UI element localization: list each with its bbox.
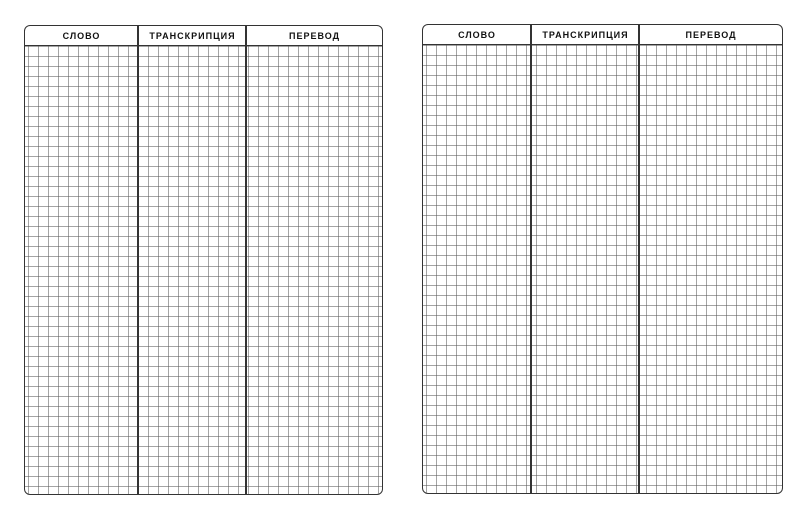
grid (423, 45, 782, 493)
column-divider (137, 26, 139, 494)
column-divider (530, 25, 532, 493)
column-divider (245, 26, 247, 494)
column-header-translation: ПЕРЕВОД (639, 25, 782, 44)
left-page: СЛОВО ТРАНСКРИПЦИЯ ПЕРЕВОД (24, 25, 383, 495)
column-header-transcription: ТРАНСКРИПЦИЯ (531, 25, 639, 44)
table-header: СЛОВО ТРАНСКРИПЦИЯ ПЕРЕВОД (25, 26, 382, 46)
column-header-word: СЛОВО (458, 29, 496, 40)
column-header-word: СЛОВО (62, 30, 101, 41)
column-divider (638, 25, 640, 493)
column-header-translation: ПЕРЕВОД (246, 26, 382, 45)
right-page: СЛОВО ТРАНСКРИПЦИЯ ПЕРЕВОД (422, 24, 783, 494)
column-header-transcription: ТРАНСКРИПЦИЯ (138, 26, 246, 45)
grid (25, 46, 382, 494)
table-header: СЛОВО ТРАНСКРИПЦИЯ ПЕРЕВОД (423, 25, 782, 45)
